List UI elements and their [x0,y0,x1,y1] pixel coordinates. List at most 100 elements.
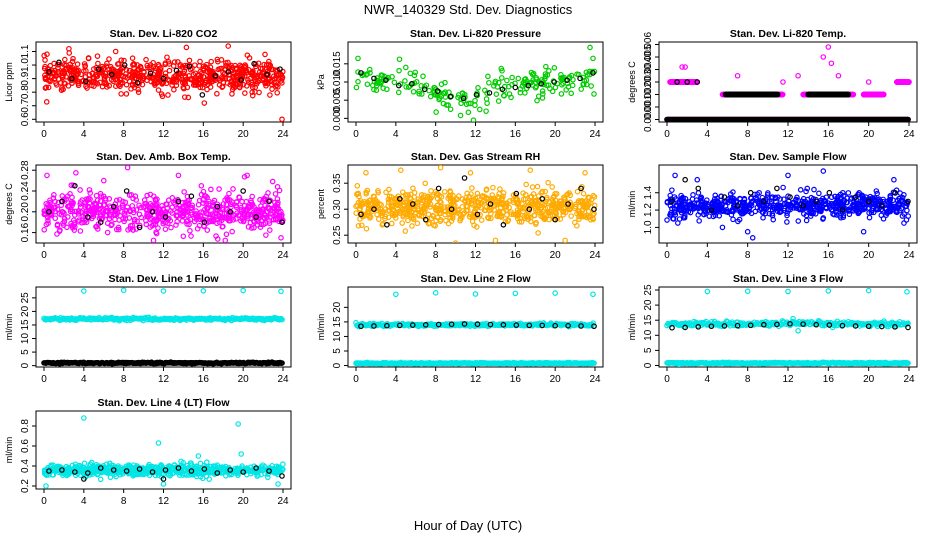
data-point [104,60,110,67]
data-point [77,204,84,210]
data-point [99,208,106,214]
data-point [262,220,269,226]
data-point [164,205,171,211]
data-point [413,79,420,85]
data-point [561,195,568,202]
data-point [192,82,199,88]
data-point [438,81,445,88]
data-point [845,91,852,98]
data-point [388,220,395,227]
data-point [249,92,256,99]
data-point [214,56,221,63]
data-point [266,65,273,72]
data-point [167,217,174,224]
data-point [356,193,362,200]
data-point [492,196,498,202]
x-tick-label: 20 [550,129,562,140]
data-point [441,188,448,195]
data-point [223,231,230,238]
data-point [774,91,781,98]
data-point [154,200,160,207]
data-point [438,204,444,210]
data-point [515,75,522,82]
y-tick-label: 0.20 [20,202,31,222]
data-point [125,227,131,233]
data-point [144,213,150,219]
data-point [200,216,207,223]
data-point [108,77,115,83]
data-point [272,84,279,90]
data-point [219,224,226,230]
data-point [266,198,272,205]
data-point [445,195,451,202]
data-point [233,81,239,87]
data-point [185,94,192,101]
data-point [156,71,162,77]
data-point [509,74,515,81]
data-point [525,82,532,89]
data-point [386,207,393,214]
data-point [366,197,372,204]
data-point [804,185,811,192]
data-point [123,91,130,97]
data-point [200,188,207,195]
data-point [519,205,526,212]
data-point [264,71,270,78]
data-point [181,94,188,100]
x-tick-label: 24 [589,129,601,140]
x-tick-label: 20 [863,129,875,140]
x-tick-label: 8 [121,129,127,140]
data-point [121,218,127,225]
x-tick-label: 24 [903,250,915,261]
data-point [483,207,489,214]
data-point [242,208,249,214]
data-point [436,192,443,199]
data-point [552,208,559,214]
data-point [274,89,280,96]
data-point [533,83,540,90]
data-point [422,216,429,223]
data-point [192,75,199,82]
data-point [407,195,413,201]
data-point [126,78,133,85]
data-point [437,216,444,223]
data-point [435,185,442,192]
data-point [230,186,236,192]
data-point [192,212,199,219]
data-point [566,190,572,196]
data-point [399,220,406,226]
data-point [572,219,578,226]
data-point [505,217,512,223]
data-point [577,75,583,82]
data-point [209,203,216,210]
panel-title: Stan. Dev. Li-820 Pressure [410,28,541,40]
data-point [230,212,237,219]
data-point [265,76,272,83]
data-point [482,87,488,94]
data-point [383,77,389,83]
x-tick-label: 12 [782,250,794,261]
data-point [85,55,92,61]
data-point [539,91,546,97]
data-point [591,91,597,97]
data-point [587,44,593,51]
data-point [197,84,204,91]
data-point [520,79,527,86]
data-point [89,82,95,89]
data-point [187,216,194,223]
data-point [214,236,221,242]
data-point [562,209,569,216]
data-point [236,194,243,201]
data-point [233,198,240,205]
data-point [544,204,551,211]
x-tick-label: 8 [121,250,127,261]
data-point [558,91,565,97]
data-point [200,200,207,206]
data-point [272,199,278,206]
data-point [355,223,362,229]
data-point [112,212,119,218]
data-point [408,196,414,202]
data-point [865,79,872,85]
data-point [187,76,193,83]
data-point [202,79,208,86]
